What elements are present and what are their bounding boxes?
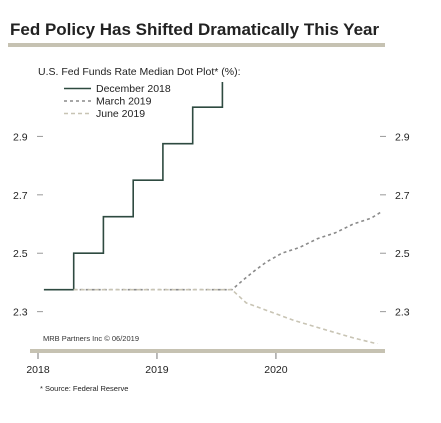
y-tick-label-right: 2.9	[395, 131, 410, 143]
series-line-2	[73, 211, 382, 291]
credit-label: MRB Partners Inc © 06/2019	[43, 334, 139, 343]
y-tick-label-left: 2.9	[13, 131, 28, 143]
x-tick-label: 2020	[264, 364, 288, 376]
chart-subtitle: U.S. Fed Funds Rate Median Dot Plot* (%)…	[38, 66, 241, 78]
x-tick-label: 2019	[145, 364, 169, 376]
chart-title: Fed Policy Has Shifted Dramatically This…	[10, 20, 379, 39]
left-axis: 2.3 2.5 2.7 2.9	[13, 131, 43, 319]
legend-label: December 2018	[96, 83, 171, 95]
legend-label: June 2019	[96, 108, 145, 120]
series-layer	[43, 82, 382, 344]
y-tick-label-right: 2.5	[395, 248, 410, 260]
y-tick-label-right: 2.3	[395, 307, 410, 319]
series-line-3	[73, 288, 379, 344]
y-tick-label-left: 2.5	[13, 248, 28, 260]
source-note: * Source: Federal Reserve	[40, 384, 128, 393]
x-axis-bar	[30, 349, 385, 353]
series-line-1	[43, 82, 224, 291]
y-tick-label-right: 2.7	[395, 190, 410, 202]
right-axis: 2.3 2.5 2.7 2.9	[380, 131, 410, 319]
x-tick-label: 2018	[26, 364, 50, 376]
y-tick-label-left: 2.7	[13, 190, 28, 202]
title-underline	[8, 43, 385, 47]
legend-label: March 2019	[96, 96, 152, 108]
y-tick-label-left: 2.3	[13, 307, 28, 319]
x-axis: 2018 2019 2020	[26, 353, 288, 376]
